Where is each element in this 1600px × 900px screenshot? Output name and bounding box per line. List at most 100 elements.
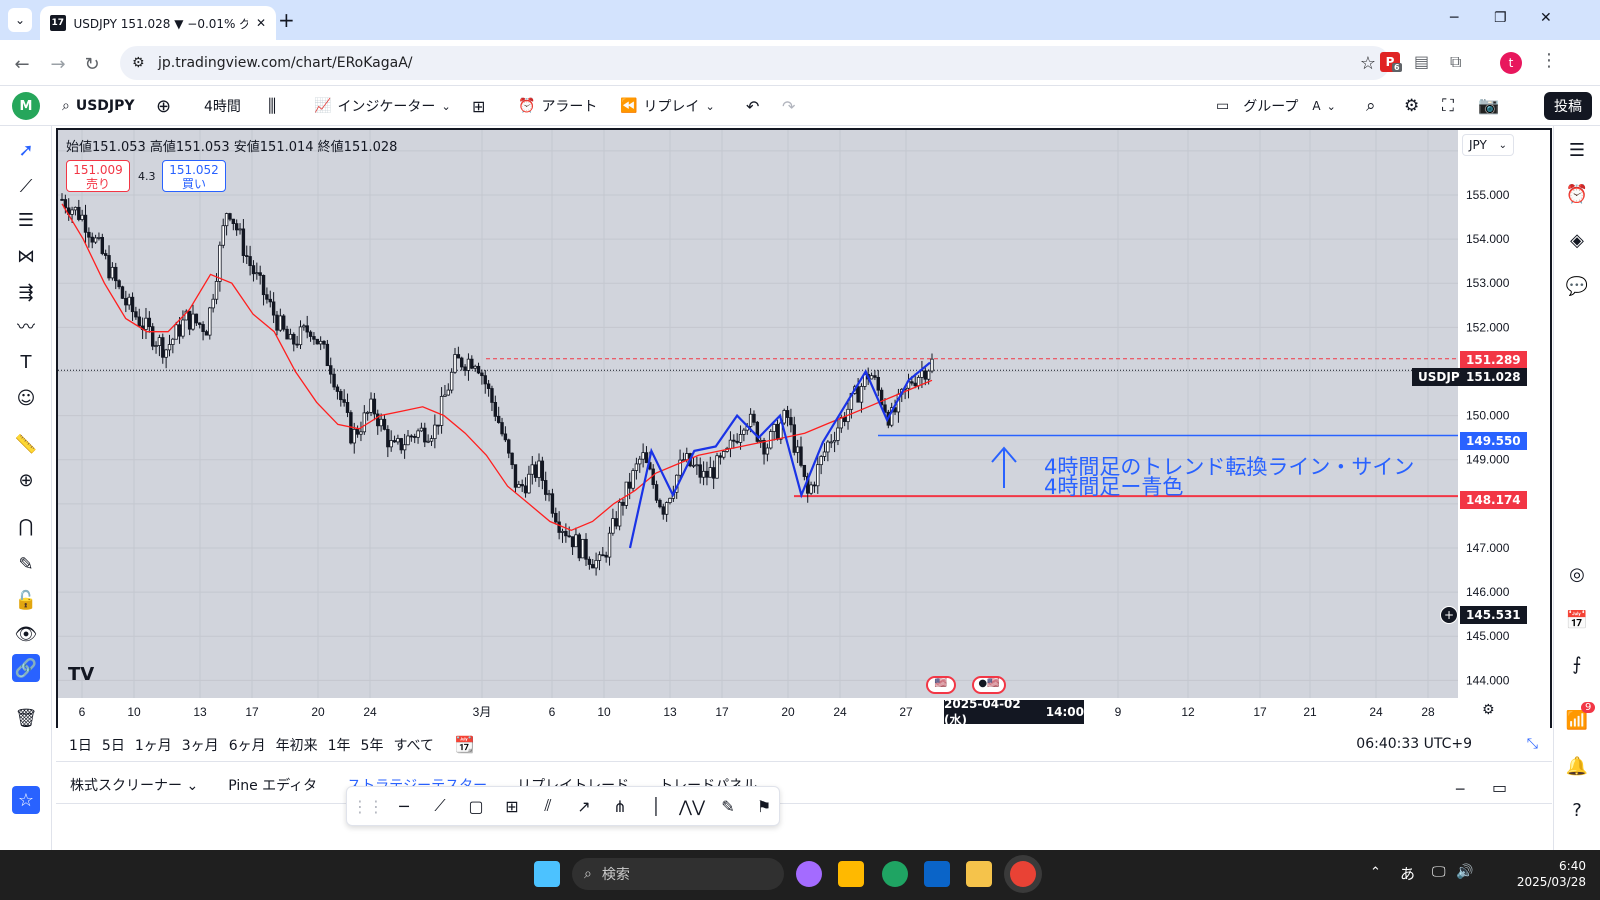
extensions-puzzle-icon[interactable]: ⧉ bbox=[1450, 52, 1462, 71]
range-button[interactable]: 5年 bbox=[360, 737, 384, 754]
trend-line-icon[interactable]: ⟋ bbox=[434, 796, 446, 815]
tab-list-button[interactable]: ⌄ bbox=[8, 8, 32, 32]
parallel-channel-icon[interactable]: ⫽ bbox=[544, 796, 552, 815]
rectangle-icon[interactable]: ▢ bbox=[468, 796, 484, 816]
zoom-in-icon[interactable]: ⊕ bbox=[18, 469, 34, 491]
network-icon[interactable]: 🖵 bbox=[1432, 864, 1446, 880]
pattern-tool-icon[interactable]: ⋈ bbox=[17, 245, 35, 267]
new-tab-button[interactable]: + bbox=[278, 8, 295, 32]
vertical-line-icon[interactable]: │ bbox=[651, 796, 661, 816]
settings-gear-icon[interactable]: ⚙ bbox=[1404, 96, 1420, 116]
eye-visibility-icon[interactable]: 👁 bbox=[14, 623, 38, 645]
watchlist-icon[interactable]: ☰ bbox=[1568, 139, 1586, 161]
ime-indicator[interactable]: あ bbox=[1400, 865, 1416, 883]
panel-tab[interactable]: Pine エディタ bbox=[228, 777, 318, 794]
store-icon[interactable] bbox=[838, 861, 864, 887]
notifications-bell-icon[interactable]: 🔔 bbox=[1565, 755, 1589, 777]
scale-settings-gear-icon[interactable]: ⚙ bbox=[1482, 702, 1495, 718]
tray-clock[interactable]: 6:40 2025/03/28 bbox=[1517, 858, 1586, 890]
event-flag-icon[interactable]: 🇺🇸 bbox=[926, 676, 956, 694]
interval-button[interactable]: 4時間 bbox=[204, 99, 241, 115]
pitchfork-icon[interactable]: ⋔ bbox=[613, 796, 627, 816]
range-button[interactable]: 5日 bbox=[101, 737, 125, 754]
trash-icon[interactable]: 🗑 bbox=[14, 707, 38, 729]
emoji-icon[interactable]: ☺ bbox=[16, 387, 36, 409]
text-tool-icon[interactable]: T bbox=[20, 351, 32, 373]
clock[interactable]: 06:40:33 UTC+9 bbox=[1356, 736, 1472, 752]
maximize-panel-icon[interactable]: ▭ bbox=[1492, 778, 1508, 797]
fullscreen-icon[interactable]: ⛶ bbox=[1442, 96, 1454, 116]
ideas-target-icon[interactable]: ◎ bbox=[1569, 563, 1585, 585]
user-avatar[interactable]: M bbox=[12, 92, 40, 120]
browser-tab[interactable]: 17 USDJPY 151.028 ▼ −0.01% グ ✕ bbox=[40, 6, 276, 40]
brush-icon[interactable]: ✎ bbox=[721, 796, 735, 816]
minimize-button[interactable]: ─ bbox=[1450, 10, 1459, 26]
forecast-tool-icon[interactable]: ⇶ bbox=[18, 281, 34, 303]
chat-icon[interactable]: 💬 bbox=[1565, 275, 1589, 297]
annotation-line-1[interactable]: 4時間足のトレンド転換ライン・サイン bbox=[1044, 455, 1415, 479]
redo-icon[interactable]: ↷ bbox=[782, 96, 796, 116]
indicators-button[interactable]: 📈 インジケーター ⌄ bbox=[314, 86, 451, 126]
file-explorer-icon[interactable] bbox=[966, 861, 992, 887]
magnet-icon[interactable]: ⋂ bbox=[18, 515, 34, 537]
fib-retracement-icon[interactable]: ☰ bbox=[17, 209, 35, 231]
ray-icon[interactable]: ↗ bbox=[577, 796, 591, 816]
replay-button[interactable]: ⏪ リプレイ ⌄ bbox=[620, 86, 715, 126]
undo-icon[interactable]: ↶ bbox=[746, 96, 760, 116]
profile-avatar[interactable]: t bbox=[1500, 52, 1522, 74]
candle-type-icon[interactable]: ⫼ bbox=[268, 95, 277, 117]
ruler-icon[interactable]: 📏 bbox=[14, 433, 38, 455]
help-icon[interactable]: ? bbox=[1572, 799, 1582, 821]
back-icon[interactable]: ← bbox=[14, 53, 30, 75]
horizontal-line-icon[interactable]: ─ bbox=[399, 796, 409, 816]
event-flag-icon[interactable]: ●🇺🇸 bbox=[972, 676, 1006, 694]
link-sync-icon[interactable]: 🔗 bbox=[12, 654, 40, 682]
lock-icon[interactable]: 🔓 bbox=[14, 589, 38, 611]
path-icon[interactable]: ⋀⋁ bbox=[678, 796, 706, 816]
layout-group-button[interactable]: ▭ グループ A ⌄ bbox=[1216, 86, 1336, 126]
range-button[interactable]: 3ヶ月 bbox=[181, 737, 219, 754]
annotation-line-2[interactable]: 4時間足ー青色 bbox=[1044, 475, 1184, 499]
range-button[interactable]: 1年 bbox=[327, 737, 351, 754]
alert-button[interactable]: ⏰ アラート bbox=[518, 86, 597, 126]
maximize-chart-icon[interactable]: ⤡ bbox=[1526, 736, 1538, 752]
site-info-icon[interactable]: ⚙ bbox=[132, 55, 145, 71]
bookmark-star-icon[interactable]: ☆ bbox=[1359, 52, 1376, 74]
stay-drawing-icon[interactable]: ✎ bbox=[18, 553, 34, 575]
compare-add-button[interactable]: ⊕ bbox=[156, 95, 172, 117]
url-field[interactable]: ⚙ jp.tradingview.com/chart/ERoKagaA/ ☆ bbox=[120, 46, 1390, 80]
restore-button[interactable]: ❐ bbox=[1494, 10, 1507, 26]
chart-pane[interactable]: 156.000155.000154.000153.000152.000151.0… bbox=[56, 128, 1552, 740]
camera-snapshot-icon[interactable]: 📷 bbox=[1478, 96, 1500, 116]
crosshair-box-icon[interactable]: ⊞ bbox=[505, 796, 519, 816]
symbol-search-button[interactable]: ⌕ USDJPY bbox=[62, 86, 135, 126]
calendar-icon[interactable]: 📅 bbox=[1565, 609, 1589, 631]
currency-select[interactable]: JPY ⌄ bbox=[1462, 134, 1514, 156]
tray-chevron-icon[interactable]: ⌃ bbox=[1370, 865, 1381, 880]
panel-tab[interactable]: 株式スクリーナー ⌄ bbox=[70, 777, 199, 794]
drag-handle-icon[interactable]: ⋮⋮ bbox=[352, 796, 384, 816]
range-button[interactable]: すべて bbox=[393, 737, 434, 754]
close-window-button[interactable]: ✕ bbox=[1540, 10, 1552, 26]
edge-icon[interactable] bbox=[882, 861, 908, 887]
taskbar-search[interactable]: ⌕ 検索 bbox=[572, 858, 784, 890]
layout-templates-icon[interactable]: ⊞ bbox=[472, 96, 486, 116]
range-button[interactable]: 6ヶ月 bbox=[228, 737, 266, 754]
cast-icon[interactable]: ▤ bbox=[1414, 52, 1430, 71]
cursor-icon[interactable]: ➚ bbox=[18, 139, 34, 161]
browser-menu-icon[interactable]: ⋮ bbox=[1540, 50, 1558, 71]
quick-search-icon[interactable]: ⌕ bbox=[1366, 96, 1376, 116]
outlook-icon[interactable] bbox=[924, 861, 950, 887]
minimize-panel-icon[interactable]: ─ bbox=[1456, 782, 1465, 798]
brush-tool-icon[interactable]: 〰 bbox=[17, 317, 35, 338]
goto-date-calendar-icon[interactable]: 📆 bbox=[454, 735, 475, 754]
forward-icon[interactable]: → bbox=[50, 53, 66, 75]
streams-icon[interactable]: 📶 9 bbox=[1563, 702, 1596, 734]
add-alert-plus-icon[interactable]: + bbox=[1440, 606, 1458, 624]
buy-button[interactable]: 151.052 買い bbox=[162, 160, 226, 192]
chrome-icon[interactable] bbox=[1010, 861, 1036, 887]
reload-icon[interactable]: ↻ bbox=[84, 53, 100, 75]
post-button[interactable]: 投稿 bbox=[1544, 92, 1592, 120]
volume-icon[interactable]: 🔊 bbox=[1456, 864, 1474, 880]
